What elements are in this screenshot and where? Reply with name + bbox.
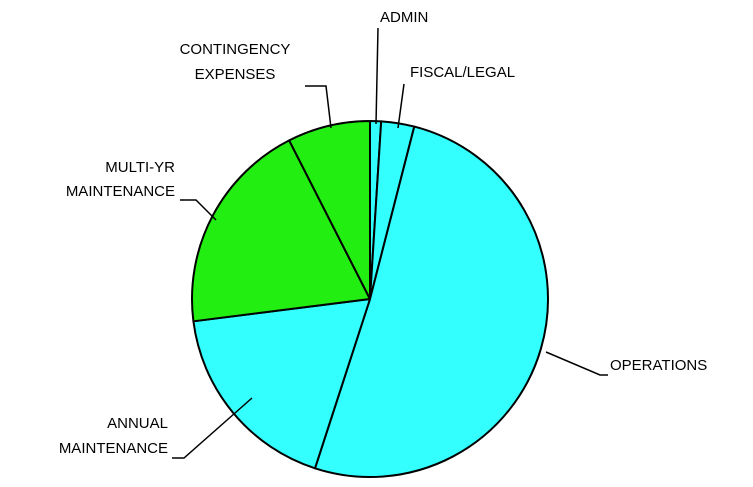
leader-line bbox=[180, 199, 217, 221]
leader-line bbox=[305, 85, 332, 129]
leader-line bbox=[172, 397, 253, 459]
slice-label: OPERATIONS bbox=[610, 357, 707, 374]
slice-label: CONTINGENCY bbox=[180, 41, 291, 58]
slice-label: EXPENSES bbox=[195, 66, 276, 83]
slice-label: MULTI-YR bbox=[105, 159, 175, 176]
pie-slice bbox=[288, 120, 371, 300]
slice-label: ADMIN bbox=[380, 9, 428, 26]
slice-label: FISCAL/LEGAL bbox=[410, 64, 515, 81]
leader-line bbox=[375, 27, 379, 125]
slice-label: MAINTENANCE bbox=[66, 183, 175, 200]
slice-label: MAINTENANCE bbox=[59, 440, 168, 457]
leader-line bbox=[397, 83, 405, 129]
slice-label: ANNUAL bbox=[107, 415, 168, 432]
pie-slice bbox=[192, 298, 371, 470]
pie-slice bbox=[313, 125, 549, 478]
leader-line bbox=[545, 351, 608, 376]
